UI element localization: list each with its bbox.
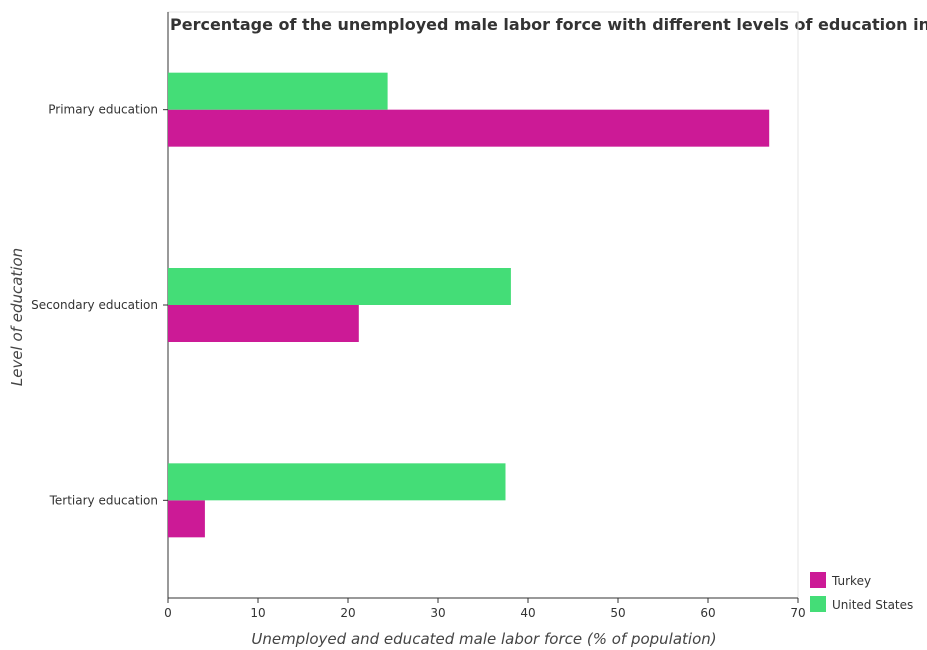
x-tick-label: 30 — [430, 606, 445, 620]
x-tick-label: 70 — [790, 606, 805, 620]
bar-united-states — [168, 72, 388, 110]
x-tick-label: 50 — [610, 606, 625, 620]
bar-turkey — [168, 109, 770, 147]
legend: Turkey United States — [810, 572, 913, 612]
x-tick-label: 40 — [520, 606, 535, 620]
bar-turkey — [168, 305, 359, 342]
y-axis-label: Level of education — [8, 248, 26, 386]
legend-swatch — [810, 596, 826, 612]
legend-label: United States — [832, 598, 913, 612]
plot-area: 0 10 20 30 40 50 60 70 Primary education Secondar… — [31, 11, 806, 620]
y-tick-label: Primary education — [48, 103, 158, 117]
bar-turkey — [168, 500, 205, 538]
bar-united-states — [168, 268, 511, 305]
x-tick-label: 10 — [250, 606, 265, 620]
bar-united-states — [168, 463, 506, 501]
x-axis-label: Unemployed and educated male labor force… — [251, 630, 716, 648]
x-tick-label: 60 — [700, 606, 715, 620]
legend-swatch — [810, 572, 826, 588]
x-tick-label: 0 — [164, 606, 172, 620]
chart-title: Percentage of the unemployed male labor … — [170, 15, 927, 34]
legend-label: Turkey — [831, 574, 871, 588]
y-tick-label: Secondary education — [31, 298, 158, 312]
y-tick-label: Tertiary education — [49, 493, 158, 507]
x-tick-label: 20 — [340, 606, 355, 620]
